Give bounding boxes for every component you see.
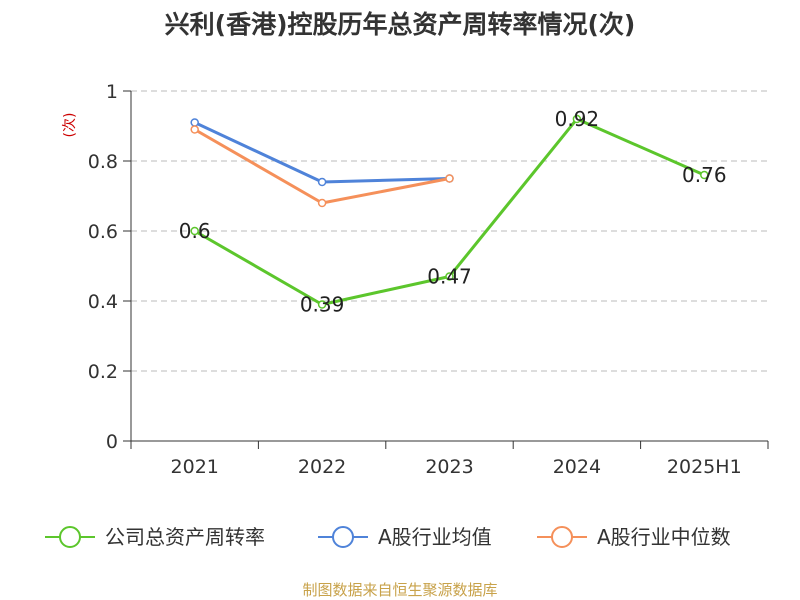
source-note: 制图数据来自恒生聚源数据库: [302, 581, 497, 599]
axes: [130, 91, 769, 449]
y-tick-label: 0.8: [88, 151, 118, 173]
y-axis-unit: (次): [62, 113, 78, 138]
y-tick-labels: 0 0.2 0.4 0.6 0.8 1: [88, 81, 118, 453]
data-label: 0.92: [555, 107, 600, 131]
x-tick-label: 2024: [553, 456, 601, 478]
x-tick-label: 2023: [425, 456, 473, 478]
legend-label: A股行业中位数: [597, 525, 731, 549]
y-tick-label: 0.6: [88, 221, 118, 243]
legend-label: 公司总资产周转率: [105, 525, 265, 549]
legend-marker: [59, 526, 81, 548]
data-point: [317, 300, 327, 309]
data-point: [190, 125, 199, 134]
data-point: [445, 272, 454, 281]
data-label: 0.76: [682, 163, 727, 187]
grid-lines: [123, 90, 768, 442]
data-point: [190, 226, 199, 236]
legend-marker: [332, 526, 354, 548]
data-label: 0.6: [179, 219, 211, 243]
x-tick-labels: 2021 2022 2023 2024 2025H1: [171, 456, 742, 478]
legend-item: A股行业中位数: [537, 525, 731, 549]
data-point: [572, 114, 582, 124]
data-label: 0.47: [427, 265, 472, 289]
legend-label: A股行业均值: [378, 525, 492, 549]
legend: 公司总资产周转率 A股行业均值 A股行业中位数: [45, 525, 731, 549]
legend-item: 公司总资产周转率: [45, 525, 265, 549]
legend-item: A股行业均值: [318, 525, 492, 549]
x-tick-label: 2021: [171, 456, 219, 478]
data-point: [700, 170, 709, 180]
data-point: [317, 198, 327, 208]
legend-marker: [551, 526, 573, 548]
data-point: [190, 118, 199, 127]
data-labels: 0.6 0.39 0.47 0.92 0.76: [179, 107, 727, 317]
data-label: 0.39: [300, 293, 345, 317]
y-tick-label: 0.2: [88, 361, 118, 383]
data-point: [317, 177, 327, 187]
y-tick-label: 1: [106, 81, 118, 103]
series-layer: [190, 114, 709, 309]
y-tick-label: 0.4: [88, 291, 118, 313]
x-tick-label: 2025H1: [667, 456, 742, 478]
chart-title: 兴利(香港)控股历年总资产周转率情况(次): [165, 10, 636, 39]
data-point: [445, 174, 454, 183]
y-tick-label: 0: [106, 431, 118, 453]
x-tick-label: 2022: [298, 456, 346, 478]
